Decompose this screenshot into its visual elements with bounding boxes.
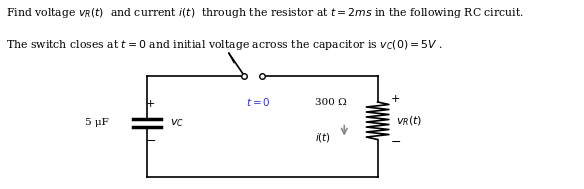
Text: $v_C$: $v_C$ (170, 117, 184, 129)
Text: $t = 0$: $t = 0$ (246, 96, 271, 108)
Text: 5 μF: 5 μF (85, 118, 109, 127)
Text: +: + (391, 94, 400, 104)
Text: +: + (146, 99, 156, 109)
Text: 300 Ω: 300 Ω (315, 98, 347, 107)
Text: $i(t)$: $i(t)$ (315, 131, 332, 144)
Text: −: − (145, 135, 156, 148)
Text: $v_R(t)$: $v_R(t)$ (395, 114, 422, 128)
Text: −: − (391, 136, 401, 149)
Text: Find voltage $v_R(t)$  and current $i(t)$  through the resistor at $t = 2ms$ in : Find voltage $v_R(t)$ and current $i(t)$… (6, 6, 524, 20)
Text: The switch closes at $t=0$ and initial voltage across the capacitor is $v_C(0) =: The switch closes at $t=0$ and initial v… (6, 38, 443, 52)
